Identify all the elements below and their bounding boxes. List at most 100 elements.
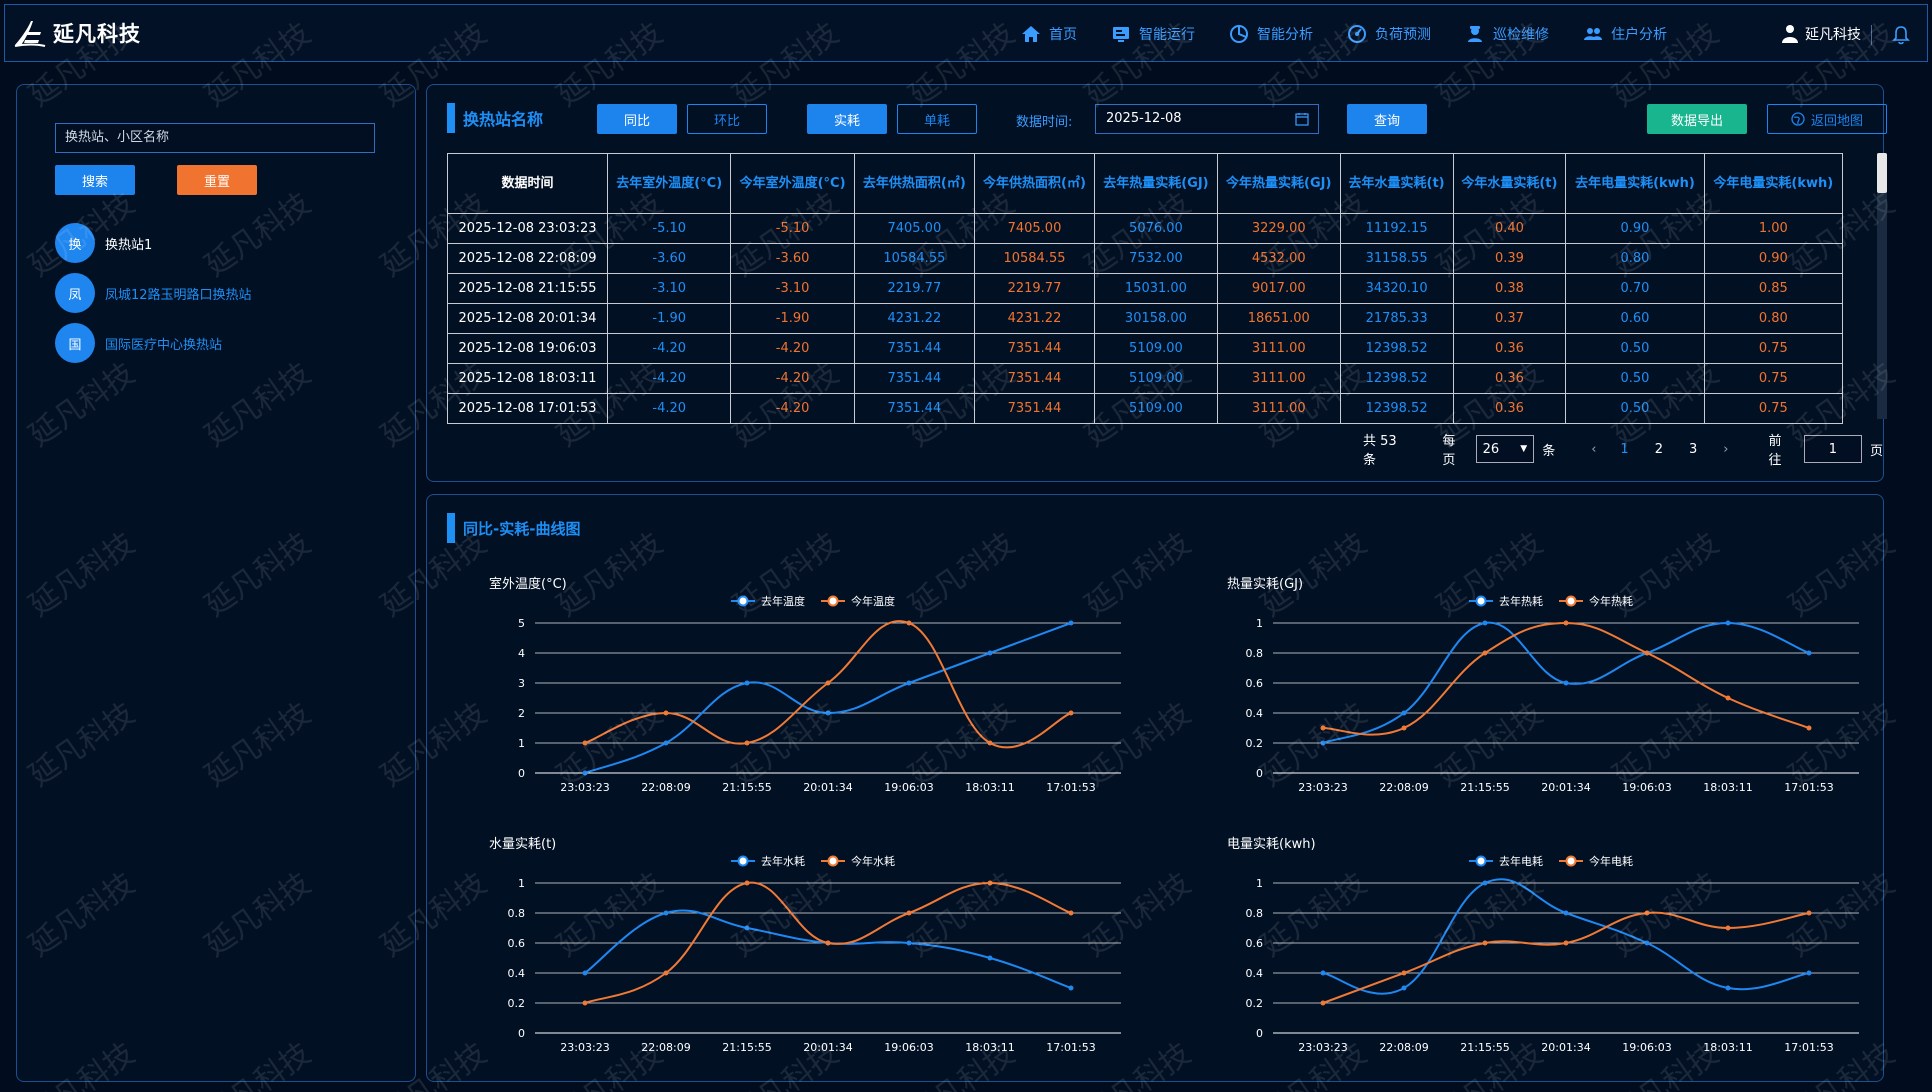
tab-actual-consumption[interactable]: 实耗 xyxy=(807,104,887,134)
column-header[interactable]: 去年水量实耗(t) xyxy=(1339,153,1454,214)
data-point[interactable] xyxy=(1806,725,1812,731)
tab-month-over-month[interactable]: 环比 xyxy=(687,104,767,134)
table-row[interactable]: 2025-12-08 22:08:09 -3.60 -3.60 10584.55 105… xyxy=(447,243,1844,274)
legend-item[interactable]: 今年电耗 xyxy=(1559,854,1633,868)
data-point[interactable] xyxy=(987,740,993,746)
data-point[interactable] xyxy=(1068,985,1074,991)
data-point[interactable] xyxy=(1401,985,1407,991)
table-row[interactable]: 2025-12-08 19:06:03 -4.20 -4.20 7351.44 7351… xyxy=(447,333,1844,364)
data-point[interactable] xyxy=(1725,695,1731,701)
data-point[interactable] xyxy=(1563,680,1569,686)
data-point[interactable] xyxy=(1320,970,1326,976)
data-point[interactable] xyxy=(906,940,912,946)
page-size-select[interactable]: 26 ▼ xyxy=(1475,435,1535,463)
column-header[interactable]: 去年电量实耗(kwh) xyxy=(1565,153,1705,214)
data-point[interactable] xyxy=(582,1000,588,1006)
data-point[interactable] xyxy=(744,925,750,931)
nav-resident-analysis[interactable]: 住户分析 xyxy=(1583,24,1667,44)
goto-page-input[interactable]: 1 xyxy=(1803,435,1862,463)
data-point[interactable] xyxy=(744,680,750,686)
data-point[interactable] xyxy=(1563,910,1569,916)
data-point[interactable] xyxy=(744,880,750,886)
legend-item[interactable]: 去年电耗 xyxy=(1469,854,1543,868)
data-point[interactable] xyxy=(663,970,669,976)
table-row[interactable]: 2025-12-08 17:01:53 -4.20 -4.20 7351.44 7351… xyxy=(447,393,1844,424)
brand-logo[interactable]: 延凡科技 xyxy=(13,13,141,53)
data-point[interactable] xyxy=(1320,1000,1326,1006)
data-point[interactable] xyxy=(1644,910,1650,916)
data-point[interactable] xyxy=(1068,710,1074,716)
table-row[interactable]: 2025-12-08 18:03:11 -4.20 -4.20 7351.44 7351… xyxy=(447,363,1844,394)
export-button[interactable]: 数据导出 xyxy=(1647,104,1747,134)
station-item[interactable]: 国 国际医疗中心换热站 xyxy=(55,323,222,363)
data-point[interactable] xyxy=(1401,970,1407,976)
date-picker[interactable]: 2025-12-08 xyxy=(1095,104,1319,134)
data-point[interactable] xyxy=(1806,910,1812,916)
data-point[interactable] xyxy=(663,910,669,916)
station-item[interactable]: 换 换热站1 xyxy=(55,223,152,263)
table-row[interactable]: 2025-12-08 23:03:23 -5.10 -5.10 7405.00 7405… xyxy=(447,213,1844,244)
data-point[interactable] xyxy=(1644,940,1650,946)
reset-button[interactable]: 重置 xyxy=(177,165,257,195)
data-point[interactable] xyxy=(1725,985,1731,991)
data-point[interactable] xyxy=(1482,940,1488,946)
next-page-icon[interactable]: › xyxy=(1723,441,1729,457)
user-menu[interactable]: 延凡科技 xyxy=(1781,5,1861,63)
data-point[interactable] xyxy=(906,680,912,686)
station-item[interactable]: 凤 凤城12路玉明路口换热站 xyxy=(55,273,252,313)
data-point[interactable] xyxy=(1806,650,1812,656)
data-point[interactable] xyxy=(663,710,669,716)
page-number-2[interactable]: 2 xyxy=(1654,441,1663,457)
column-header[interactable]: 去年供热面积(㎡) xyxy=(853,153,975,214)
tab-year-over-year[interactable]: 同比 xyxy=(597,104,677,134)
legend-item[interactable]: 今年热耗 xyxy=(1559,594,1633,608)
legend-item[interactable]: 今年温度 xyxy=(821,594,895,608)
table-row[interactable]: 2025-12-08 20:01:34 -1.90 -1.90 4231.22 4231… xyxy=(447,303,1844,334)
column-header[interactable]: 今年水量实耗(t) xyxy=(1452,153,1567,214)
column-header[interactable]: 数据时间 xyxy=(447,153,608,214)
table-row[interactable]: 2025-12-08 21:15:55 -3.10 -3.10 2219.77 2219… xyxy=(447,273,1844,304)
column-header[interactable]: 去年室外温度(°C) xyxy=(606,153,732,214)
back-to-map-button[interactable]: 返回地图 xyxy=(1767,104,1887,134)
data-point[interactable] xyxy=(1482,880,1488,886)
query-button[interactable]: 查询 xyxy=(1347,104,1427,134)
data-point[interactable] xyxy=(1563,940,1569,946)
data-point[interactable] xyxy=(1482,620,1488,626)
data-point[interactable] xyxy=(1068,910,1074,916)
data-point[interactable] xyxy=(744,740,750,746)
nav-load-forecast[interactable]: 负荷预测 xyxy=(1347,24,1431,44)
data-point[interactable] xyxy=(1563,620,1569,626)
data-point[interactable] xyxy=(906,620,912,626)
data-point[interactable] xyxy=(663,740,669,746)
bell-icon[interactable] xyxy=(1891,25,1911,45)
station-search-input[interactable]: 换热站、小区名称 xyxy=(55,123,375,153)
data-point[interactable] xyxy=(1644,650,1650,656)
nav-home[interactable]: 首页 xyxy=(1021,24,1077,44)
data-point[interactable] xyxy=(1806,970,1812,976)
data-point[interactable] xyxy=(1482,650,1488,656)
data-point[interactable] xyxy=(1725,925,1731,931)
data-point[interactable] xyxy=(825,710,831,716)
data-point[interactable] xyxy=(987,650,993,656)
legend-item[interactable]: 去年温度 xyxy=(731,594,805,608)
legend-item[interactable]: 今年水耗 xyxy=(821,854,895,868)
data-point[interactable] xyxy=(582,970,588,976)
data-point[interactable] xyxy=(1068,620,1074,626)
data-point[interactable] xyxy=(1401,710,1407,716)
data-point[interactable] xyxy=(987,880,993,886)
column-header[interactable]: 今年室外温度(°C) xyxy=(730,153,855,214)
legend-item[interactable]: 去年水耗 xyxy=(731,854,805,868)
page-number-3[interactable]: 3 xyxy=(1688,441,1698,457)
legend-item[interactable]: 去年热耗 xyxy=(1469,594,1543,608)
column-header[interactable]: 今年供热面积(㎡) xyxy=(973,153,1096,214)
tab-unit-consumption[interactable]: 单耗 xyxy=(897,104,977,134)
data-point[interactable] xyxy=(582,770,588,776)
nav-smart-operation[interactable]: 智能运行 xyxy=(1111,24,1195,44)
data-point[interactable] xyxy=(906,910,912,916)
data-point[interactable] xyxy=(825,680,831,686)
data-point[interactable] xyxy=(987,955,993,961)
page-number-1[interactable]: 1 xyxy=(1620,441,1629,457)
data-point[interactable] xyxy=(1401,725,1407,731)
search-button[interactable]: 搜索 xyxy=(55,165,135,195)
column-header[interactable]: 去年热量实耗(GJ) xyxy=(1094,153,1218,214)
